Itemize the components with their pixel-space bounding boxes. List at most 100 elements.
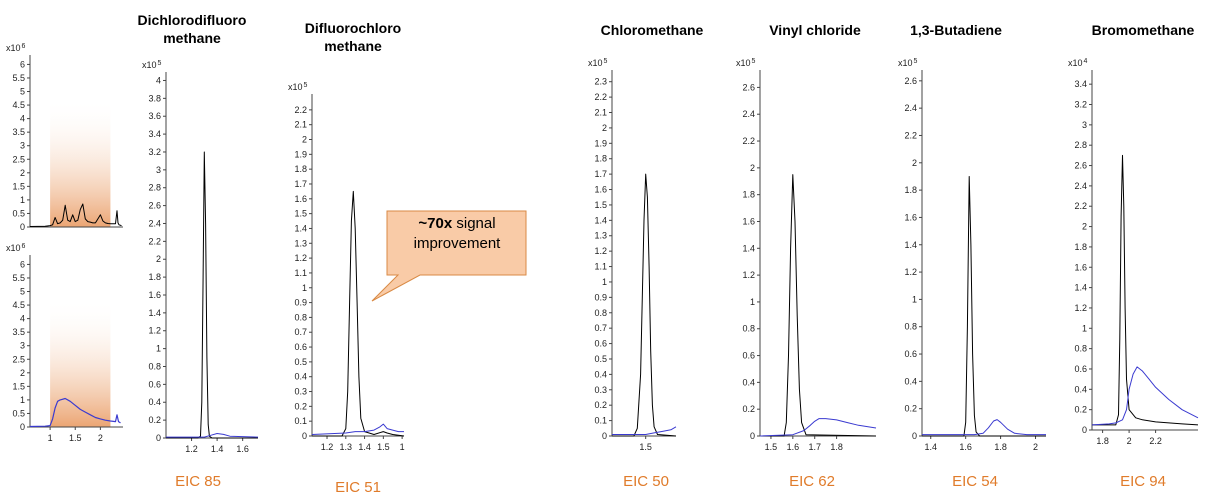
x-tick-label: 2 — [1127, 436, 1132, 446]
y-tick-label: 2.8 — [148, 183, 161, 193]
trace-blue — [29, 397, 121, 428]
y-tick-label: 0.8 — [904, 322, 917, 332]
x-tick-label: 1.5 — [377, 442, 390, 452]
vinyl-chloride-chart: 0 0.2 0.4 0.6 0.8 1 1.2 1.4 1.6 1.8 2 2.2 2.4 2.6 1.5 1… — [736, 58, 877, 452]
y-tick-label: 0.4 — [594, 369, 607, 379]
y-tick-label: 1.4 — [294, 223, 307, 233]
y-tick-label: 2.2 — [294, 105, 307, 115]
callout-rest: signal — [452, 215, 496, 232]
trace-blue — [612, 426, 677, 435]
y-tick-label: 1.6 — [148, 290, 161, 300]
y-tick-label: 1.8 — [1074, 242, 1087, 252]
y-tick-label: 0.1 — [594, 416, 607, 426]
shaded-region — [50, 99, 111, 227]
y-tick-label: 2.2 — [1074, 201, 1087, 211]
y-tick-label: 1.1 — [294, 268, 307, 278]
y-tick-label: 2.2 — [904, 130, 917, 140]
title-bromomethane: Bromomethane — [1091, 22, 1195, 38]
y-tick-label: 1 — [602, 277, 607, 287]
y-tick-label: 2.4 — [742, 109, 755, 119]
y-tick-label: 2.4 — [148, 218, 161, 228]
y-tick-label: 2.6 — [742, 82, 755, 92]
y-tick-label: 2.2 — [148, 236, 161, 246]
y-tick-label: 0.3 — [594, 385, 607, 395]
y-tick-label: 0.6 — [294, 342, 307, 352]
trace-blue — [1091, 366, 1199, 426]
shaded-region — [50, 299, 111, 427]
y-tick-label: 0.2 — [594, 400, 607, 410]
trace-blue — [759, 418, 877, 437]
y-tick-label: 1.2 — [742, 270, 755, 280]
y-tick-label: 1.6 — [594, 185, 607, 195]
y-tick-label: 1.8 — [904, 185, 917, 195]
y-tick-label: 3.4 — [148, 129, 161, 139]
y-tick-label: 0.9 — [594, 292, 607, 302]
y-tick-label: 1.8 — [294, 164, 307, 174]
y-tick-label: 1.4 — [904, 240, 917, 250]
y-tick-label: 3 — [20, 341, 25, 351]
y-tick-label: 0 — [602, 431, 607, 441]
y-tick-label: 0 — [156, 433, 161, 443]
axis-multiplier: x104 — [1068, 58, 1088, 68]
y-tick-label: 2.2 — [594, 92, 607, 102]
y-tick-label: 1 — [20, 395, 25, 405]
callout-bold: ~70x — [418, 215, 453, 232]
y-tick-label: 1.9 — [294, 149, 307, 159]
y-tick-label: 2 — [602, 123, 607, 133]
y-tick-label: 1.5 — [12, 181, 25, 191]
y-tick-label: 0.5 — [12, 208, 25, 218]
y-tick-label: 4 — [20, 114, 25, 124]
y-tick-label: 1 — [302, 283, 307, 293]
trace-black — [760, 174, 877, 437]
y-tick-label: 0.8 — [148, 361, 161, 371]
y-tick-label: 2.6 — [1074, 161, 1087, 171]
x-tick-label: 1 — [48, 433, 53, 443]
y-tick-label: 2.4 — [904, 103, 917, 113]
y-tick-label: 0.3 — [294, 387, 307, 397]
trace-black — [29, 203, 122, 227]
y-tick-label: 1 — [750, 297, 755, 307]
y-tick-label: 2 — [912, 158, 917, 168]
y-tick-label: 2 — [1082, 222, 1087, 232]
y-tick-label: 0.6 — [1074, 364, 1087, 374]
y-tick-label: 1.8 — [742, 190, 755, 200]
y-tick-label: 1.4 — [742, 243, 755, 253]
x-tick-label: 1.7 — [808, 442, 821, 452]
y-tick-label: 0.8 — [742, 324, 755, 334]
y-tick-label: 0.4 — [742, 377, 755, 387]
axis-multiplier: x106 — [6, 243, 26, 253]
x-tick-label: 1.6 — [959, 442, 972, 452]
y-tick-label: 0.9 — [294, 298, 307, 308]
title-difluorochloromethane: Difluorochloro methane — [304, 20, 402, 54]
y-tick-label: 0 — [750, 431, 755, 441]
y-tick-label: 6 — [20, 59, 25, 69]
y-tick-label: 1 — [912, 294, 917, 304]
y-tick-label: 0 — [302, 431, 307, 441]
x-tick-label: 2 — [1033, 442, 1038, 452]
y-tick-label: 0.6 — [148, 379, 161, 389]
y-tick-label: 5.5 — [12, 273, 25, 283]
y-tick-label: 1 — [156, 344, 161, 354]
y-tick-label: 2.5 — [12, 154, 25, 164]
trace-blue — [166, 433, 259, 438]
y-tick-label: 0.2 — [742, 404, 755, 414]
y-tick-label: 3.2 — [1074, 100, 1087, 110]
y-tick-label: 0.7 — [294, 327, 307, 337]
overview-bottom-chart: 0 0.5 1 1.5 2 2.5 3 3.5 4 4.5 5 5.5 6 1 1.5 2 x106 — [6, 243, 123, 443]
axis-multiplier: x105 — [736, 58, 756, 68]
eic-label-94: EIC 94 — [1120, 473, 1166, 490]
y-tick-label: 4.5 — [12, 100, 25, 110]
y-tick-label: 3 — [156, 165, 161, 175]
y-tick-label: 2 — [156, 254, 161, 264]
x-tick-label: 1.8 — [1096, 436, 1109, 446]
y-tick-label: 1 — [1082, 323, 1087, 333]
x-tick-label: 1.8 — [994, 442, 1007, 452]
y-tick-label: 5.5 — [12, 73, 25, 83]
trace-black — [922, 176, 1046, 437]
y-tick-label: 0.2 — [148, 415, 161, 425]
x-tick-label: 1.3 — [340, 442, 353, 452]
y-tick-label: 0 — [20, 222, 25, 232]
eic-label-54: EIC 54 — [952, 473, 998, 490]
y-tick-label: 4 — [20, 314, 25, 324]
y-tick-label: 1.2 — [148, 326, 161, 336]
